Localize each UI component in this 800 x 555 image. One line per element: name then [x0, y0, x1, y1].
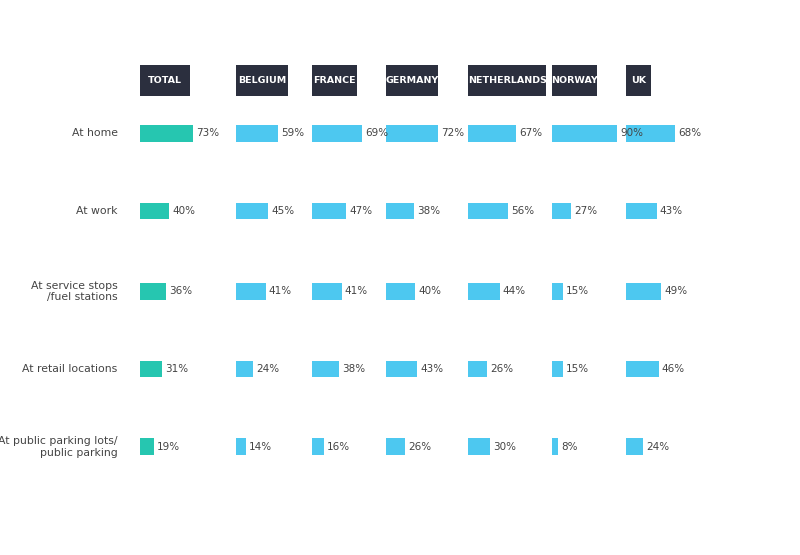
- Text: 72%: 72%: [442, 128, 465, 138]
- Bar: [468, 65, 546, 96]
- Bar: [626, 65, 651, 96]
- Bar: [552, 361, 562, 377]
- Text: 8%: 8%: [561, 442, 578, 452]
- Bar: [386, 65, 438, 96]
- Text: 90%: 90%: [620, 128, 643, 138]
- Text: 19%: 19%: [157, 442, 180, 452]
- Text: 69%: 69%: [365, 128, 388, 138]
- Text: 46%: 46%: [662, 364, 685, 374]
- Bar: [312, 283, 342, 300]
- Text: At home: At home: [72, 128, 118, 138]
- Bar: [312, 203, 346, 219]
- Text: 15%: 15%: [566, 364, 589, 374]
- Text: 67%: 67%: [519, 128, 542, 138]
- Text: GERMANY: GERMANY: [386, 76, 439, 85]
- Bar: [468, 203, 508, 219]
- Text: At retail locations: At retail locations: [22, 364, 118, 374]
- Bar: [386, 361, 418, 377]
- Bar: [468, 438, 490, 455]
- Text: 36%: 36%: [169, 286, 192, 296]
- Text: 27%: 27%: [574, 206, 598, 216]
- Bar: [552, 438, 558, 455]
- Text: 26%: 26%: [408, 442, 431, 452]
- Text: FRANCE: FRANCE: [313, 76, 356, 85]
- Bar: [468, 283, 500, 300]
- Bar: [140, 65, 190, 96]
- Text: 43%: 43%: [421, 364, 444, 374]
- Bar: [140, 125, 193, 142]
- Bar: [552, 65, 597, 96]
- Bar: [236, 125, 278, 142]
- Bar: [552, 283, 562, 300]
- Bar: [312, 125, 362, 142]
- Text: 41%: 41%: [269, 286, 292, 296]
- Bar: [626, 283, 661, 300]
- Text: 68%: 68%: [678, 128, 701, 138]
- Bar: [312, 438, 323, 455]
- Text: 56%: 56%: [511, 206, 534, 216]
- Bar: [386, 283, 415, 300]
- Bar: [236, 283, 266, 300]
- Text: 49%: 49%: [664, 286, 687, 296]
- Bar: [236, 203, 268, 219]
- Bar: [468, 125, 516, 142]
- Text: 40%: 40%: [172, 206, 195, 216]
- Text: UK: UK: [631, 76, 646, 85]
- Bar: [552, 125, 617, 142]
- Text: NORWAY: NORWAY: [551, 76, 598, 85]
- Text: BELGIUM: BELGIUM: [238, 76, 286, 85]
- Text: At public parking lots/
public parking: At public parking lots/ public parking: [0, 436, 118, 457]
- Text: 30%: 30%: [493, 442, 516, 452]
- Bar: [626, 125, 674, 142]
- Bar: [468, 361, 486, 377]
- Text: 41%: 41%: [345, 286, 368, 296]
- Text: 24%: 24%: [257, 364, 280, 374]
- Bar: [386, 438, 405, 455]
- Bar: [312, 361, 339, 377]
- Bar: [140, 203, 169, 219]
- Bar: [140, 361, 162, 377]
- Bar: [236, 361, 254, 377]
- Text: NETHERLANDS: NETHERLANDS: [468, 76, 546, 85]
- Bar: [626, 203, 657, 219]
- Text: 45%: 45%: [271, 206, 294, 216]
- Bar: [312, 65, 357, 96]
- Text: 73%: 73%: [196, 128, 219, 138]
- Bar: [386, 125, 438, 142]
- Text: 24%: 24%: [646, 442, 670, 452]
- Bar: [552, 203, 571, 219]
- Text: 44%: 44%: [503, 286, 526, 296]
- Text: TOTAL: TOTAL: [148, 76, 182, 85]
- Text: 59%: 59%: [282, 128, 305, 138]
- Text: 40%: 40%: [418, 286, 442, 296]
- Bar: [626, 438, 643, 455]
- Text: 31%: 31%: [166, 364, 189, 374]
- Text: 15%: 15%: [566, 286, 589, 296]
- Bar: [140, 438, 154, 455]
- Text: 38%: 38%: [342, 364, 366, 374]
- Text: 47%: 47%: [349, 206, 372, 216]
- Bar: [386, 203, 414, 219]
- Bar: [236, 65, 288, 96]
- Bar: [140, 283, 166, 300]
- Text: 26%: 26%: [490, 364, 513, 374]
- Text: 43%: 43%: [660, 206, 683, 216]
- Text: 16%: 16%: [326, 442, 350, 452]
- Bar: [236, 438, 246, 455]
- Text: At service stops
/fuel stations: At service stops /fuel stations: [31, 281, 118, 302]
- Text: 14%: 14%: [250, 442, 273, 452]
- Text: 38%: 38%: [417, 206, 440, 216]
- Text: At work: At work: [76, 206, 118, 216]
- Bar: [626, 361, 658, 377]
